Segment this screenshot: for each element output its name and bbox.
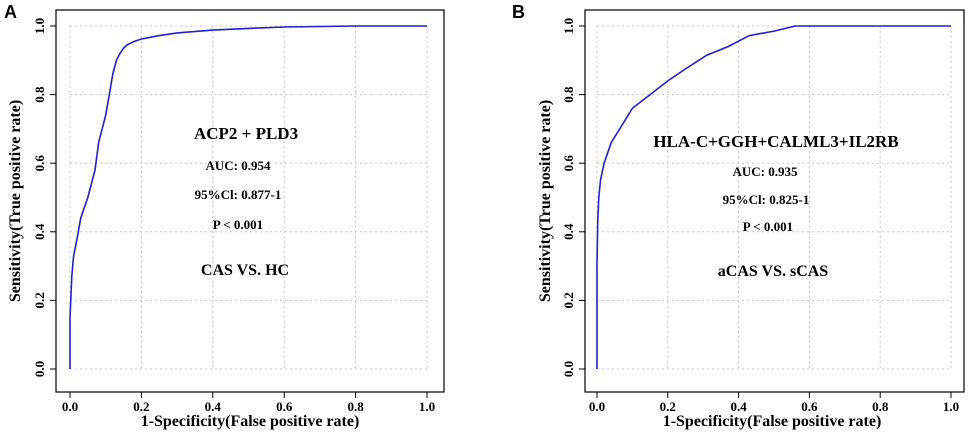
y-tick-label: 0.4	[561, 223, 576, 240]
x-tick-label: 0.8	[347, 399, 364, 414]
panel-b: B 0.0 0.2 0.4 0.6 0.8 1.0 0.0 0.2 0.4 0.6 0.8 1.0 1…	[512, 2, 965, 430]
annotation-comparison-a: CAS VS. HC	[201, 262, 289, 279]
y-tick-label: 0.2	[561, 292, 576, 308]
y-tick-label: 0.0	[561, 361, 576, 377]
y-tick-label: 1.0	[32, 18, 47, 34]
y-tick-label: 0.8	[561, 86, 576, 103]
x-tick-label: 0.2	[660, 399, 676, 414]
roc-curve-b	[596, 25, 951, 369]
x-tick-label: 1.0	[419, 399, 435, 414]
panel-a: A 0.0 0.2 0.4 0.6 0.8 1.0 0.0 0.2 0.4 0.6 0.8 1.0 1…	[4, 2, 445, 430]
y-tick-label: 0.8	[32, 86, 47, 103]
plot-frame-a	[55, 9, 445, 393]
annotation-comparison-b: aCAS VS. sCAS	[718, 263, 829, 280]
tick-labels-a: 0.0 0.2 0.4 0.6 0.8 1.0 0.0 0.2 0.4 0.6 0.8 1.0	[32, 18, 435, 414]
annotation-p-a: P < 0.001	[213, 217, 263, 232]
annotation-ci-b: 95%Cl: 0.825-1	[723, 192, 810, 207]
x-tick-label: 1.0	[943, 399, 959, 414]
y-axis-title-a: Sensitivity(True positive rate)	[7, 100, 24, 302]
panel-label-b: B	[512, 2, 525, 22]
x-tick-label: 0.6	[276, 399, 293, 414]
tick-labels-b: 0.0 0.2 0.4 0.6 0.8 1.0 0.0 0.2 0.4 0.6 0.8 1.0	[561, 18, 959, 414]
plot-frame-b	[584, 9, 965, 393]
y-tick-label: 0.4	[32, 223, 47, 240]
x-axis-title-a: 1-Specificity(False positive rate)	[141, 413, 360, 430]
annotation-title-b: HLA-C+GGH+CALML3+IL2RB	[653, 132, 898, 151]
ticks-a	[50, 25, 428, 398]
annotation-title-a: ACP2 + PLD3	[194, 124, 298, 143]
panel-label-a: A	[4, 2, 17, 22]
x-tick-label: 0.0	[589, 399, 605, 414]
x-tick-label: 0.4	[730, 399, 747, 414]
annotation-auc-b: AUC: 0.935	[733, 164, 798, 179]
ticks-b	[579, 25, 952, 398]
y-tick-label: 0.0	[32, 361, 47, 377]
annotation-ci-a: 95%Cl: 0.877-1	[195, 187, 282, 202]
y-tick-label: 1.0	[561, 18, 576, 34]
annotation-auc-a: AUC: 0.954	[206, 158, 271, 173]
annotation-p-b: P < 0.001	[743, 219, 793, 234]
y-tick-label: 0.6	[561, 155, 576, 172]
x-tick-label: 0.8	[872, 399, 889, 414]
x-tick-label: 0.6	[801, 399, 818, 414]
x-tick-label: 0.4	[205, 399, 222, 414]
x-tick-label: 0.0	[62, 399, 78, 414]
y-tick-label: 0.2	[32, 292, 47, 308]
y-axis-title-b: Sensitivity(True positive rate)	[537, 100, 554, 302]
roc-curve-a	[69, 25, 427, 369]
x-axis-title-b: 1-Specificity(False positive rate)	[663, 413, 882, 430]
y-tick-label: 0.6	[32, 155, 47, 172]
x-tick-label: 0.2	[133, 399, 149, 414]
